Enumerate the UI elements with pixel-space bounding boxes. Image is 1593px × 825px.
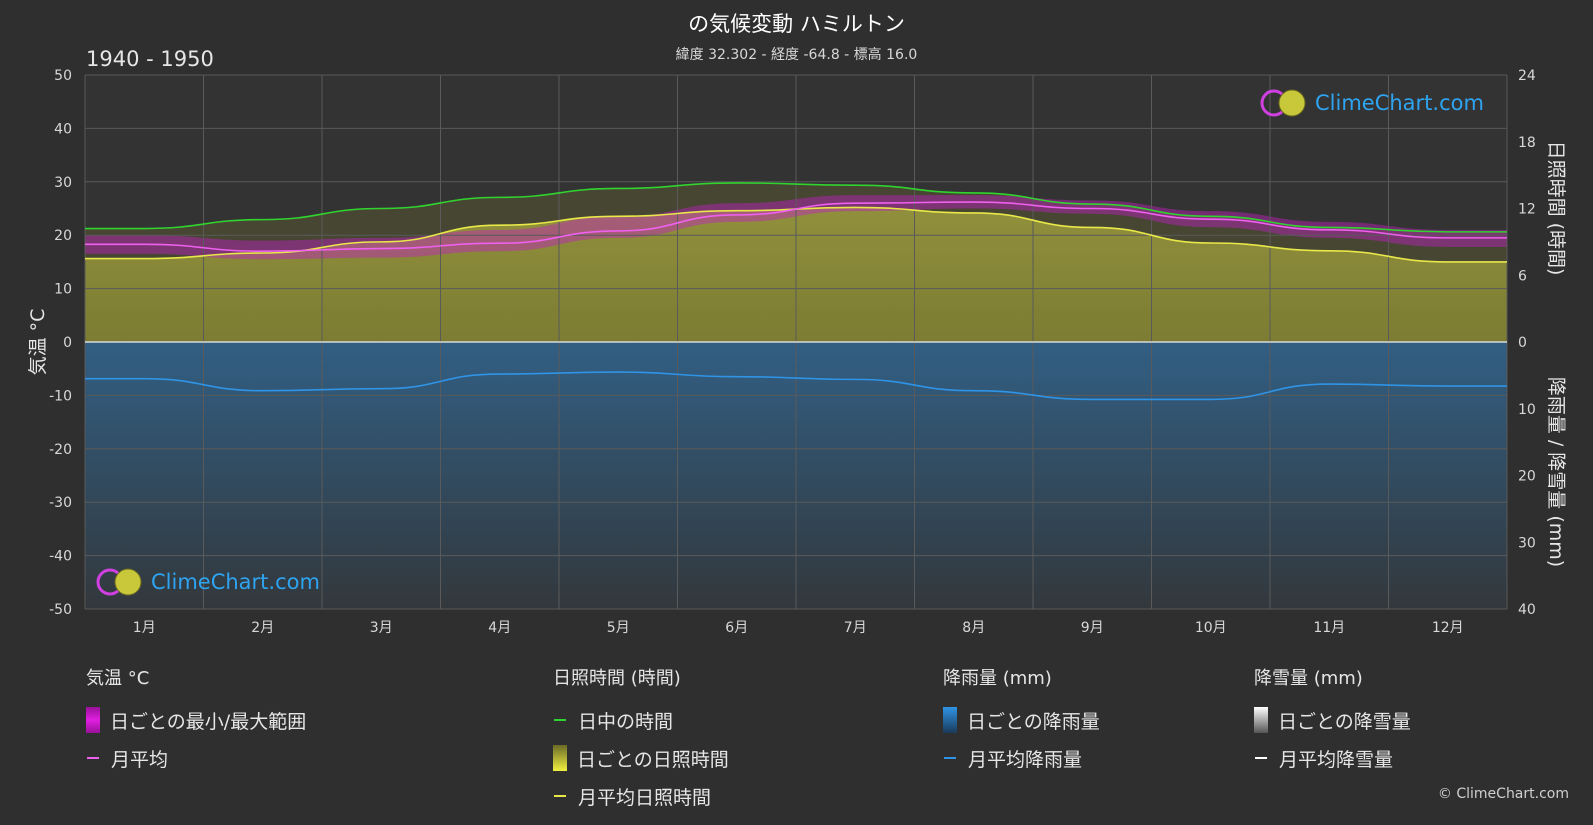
right-tick-label: 12	[1518, 202, 1536, 218]
copyright: © ClimeChart.com	[1437, 786, 1569, 802]
daylight-line-swatch	[554, 719, 566, 721]
rain-line-swatch	[944, 757, 956, 759]
right-tick-label: 24	[1518, 68, 1536, 84]
climechart-logo-icon	[96, 568, 142, 596]
chart-subtitle: 緯度 32.302 - 経度 -64.8 - 標高 16.0	[675, 47, 918, 63]
month-label: 1月	[133, 620, 156, 636]
month-label: 4月	[488, 620, 511, 636]
rain-swatch	[943, 707, 957, 733]
sunshine-swatch	[553, 745, 567, 771]
temp-range-swatch	[86, 707, 100, 733]
month-label: 11月	[1313, 620, 1345, 636]
right-tick-label: 18	[1518, 135, 1536, 151]
legend-label: 月平均	[111, 748, 169, 771]
snow-line-swatch	[1255, 757, 1267, 759]
legend-rain: 降雨量 (mm) 日ごとの降雨量 月平均降雨量	[943, 664, 1100, 777]
left-tick-label: 0	[63, 335, 72, 351]
month-label: 12月	[1432, 620, 1464, 636]
snow-swatch	[1254, 707, 1268, 733]
series-line-日中の時間	[85, 182, 1507, 233]
logo-text: ClimeChart.com	[151, 570, 320, 594]
legend-head: 降雨量 (mm)	[943, 668, 1052, 689]
left-tick-label: -40	[49, 549, 72, 565]
legend-label: 日中の時間	[578, 710, 674, 733]
legend-label: 日ごとの降雪量	[1278, 710, 1411, 733]
temp-line-swatch	[87, 757, 99, 759]
left-axis-label: 気温 °C	[27, 309, 49, 376]
right-axis-bottom-label: 降雨量 / 降雪量 (mm)	[1545, 377, 1567, 567]
legend-head: 気温 °C	[86, 668, 150, 689]
legend-item: 月平均降雨量	[943, 739, 1100, 777]
legend-label: 月平均降雨量	[968, 748, 1083, 771]
logo-text: ClimeChart.com	[1315, 91, 1484, 115]
right-tick-label: 10	[1518, 402, 1536, 418]
legend-label: 月平均日照時間	[578, 786, 712, 809]
climechart-logo-icon	[1260, 89, 1306, 117]
legend-item: 日ごとの降雪量	[1254, 701, 1411, 739]
legend-sunshine: 日照時間 (時間) 日中の時間 日ごとの日照時間 月平均日照時間	[553, 664, 729, 815]
right-axis-top-label: 日照時間 (時間)	[1545, 141, 1567, 276]
climate-chart: 50 40 30 20 10 0 -10 -20 -30 -40 -50 24 18 12 6 0 10 20 3…	[27, 68, 1567, 636]
legend-label: 日ごとの日照時間	[577, 748, 729, 771]
chart-title: の気候変動 ハミルトン	[688, 12, 905, 36]
legend-item: 月平均日照時間	[553, 777, 729, 815]
month-label: 3月	[370, 620, 393, 636]
sunshine-line-swatch	[554, 795, 566, 797]
month-label: 2月	[251, 620, 274, 636]
series-line-月平均降雨量	[85, 371, 1507, 401]
legend-item: 日ごとの日照時間	[553, 739, 729, 777]
logo-bottom: ClimeChart.com	[95, 567, 320, 597]
left-tick-label: -10	[49, 388, 72, 404]
month-label: 7月	[844, 620, 867, 636]
right-tick-label: 6	[1518, 268, 1527, 284]
legend-item: 日ごとの最小/最大範囲	[86, 701, 306, 739]
legend-temperature: 気温 °C 日ごとの最小/最大範囲 月平均	[86, 664, 306, 777]
month-label: 9月	[1081, 620, 1104, 636]
month-label: 6月	[725, 620, 748, 636]
month-label: 5月	[607, 620, 630, 636]
left-tick-label: 40	[54, 121, 72, 137]
left-tick-label: -50	[49, 602, 72, 618]
month-label: 8月	[962, 620, 985, 636]
left-tick-label: 30	[54, 175, 72, 191]
right-tick-label: 30	[1518, 535, 1536, 551]
right-tick-label: 40	[1518, 602, 1536, 618]
left-tick-label: -30	[49, 495, 72, 511]
legend-head: 日照時間 (時間)	[553, 668, 681, 689]
legend-item: 日中の時間	[553, 701, 729, 739]
period-label: 1940 - 1950	[86, 47, 214, 71]
logo-top: ClimeChart.com	[1259, 88, 1484, 118]
right-tick-label: 0	[1518, 335, 1527, 351]
left-tick-label: 50	[54, 68, 72, 84]
legend-head: 降雪量 (mm)	[1254, 668, 1363, 689]
legend-item: 月平均降雪量	[1254, 739, 1411, 777]
legend-snow: 降雪量 (mm) 日ごとの降雪量 月平均降雪量	[1254, 664, 1411, 777]
left-tick-label: 10	[54, 282, 72, 298]
legend-label: 日ごとの最小/最大範囲	[110, 710, 307, 733]
series-line-月平均	[85, 201, 1507, 253]
right-tick-label: 20	[1518, 469, 1536, 485]
legend-item: 日ごとの降雨量	[943, 701, 1100, 739]
legend-label: 月平均降雪量	[1279, 748, 1394, 771]
left-tick-label: -20	[49, 442, 72, 458]
left-tick-label: 20	[54, 228, 72, 244]
legend-label: 日ごとの降雨量	[967, 710, 1100, 733]
month-label: 10月	[1195, 620, 1227, 636]
legend-item: 月平均	[86, 739, 306, 777]
